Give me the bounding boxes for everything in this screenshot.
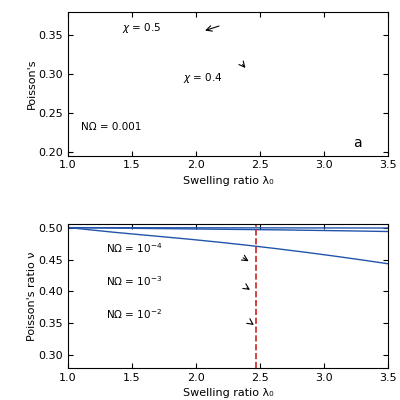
X-axis label: Swelling ratio λ₀: Swelling ratio λ₀ [183,176,273,186]
X-axis label: Swelling ratio λ₀: Swelling ratio λ₀ [183,388,273,398]
Text: N$\Omega$ = 10$^{-2}$: N$\Omega$ = 10$^{-2}$ [106,307,163,321]
Y-axis label: Poisson's ratio ν: Poisson's ratio ν [27,252,37,341]
Text: $\chi$ = 0.4: $\chi$ = 0.4 [183,71,223,85]
Text: a: a [353,136,362,150]
Y-axis label: Poisson's: Poisson's [27,58,37,109]
Text: NΩ = 0.001: NΩ = 0.001 [81,122,141,132]
Text: N$\Omega$ = 10$^{-4}$: N$\Omega$ = 10$^{-4}$ [106,241,163,255]
Text: $\chi$ = 0.5: $\chi$ = 0.5 [122,21,162,35]
Text: N$\Omega$ = 10$^{-3}$: N$\Omega$ = 10$^{-3}$ [106,274,163,288]
